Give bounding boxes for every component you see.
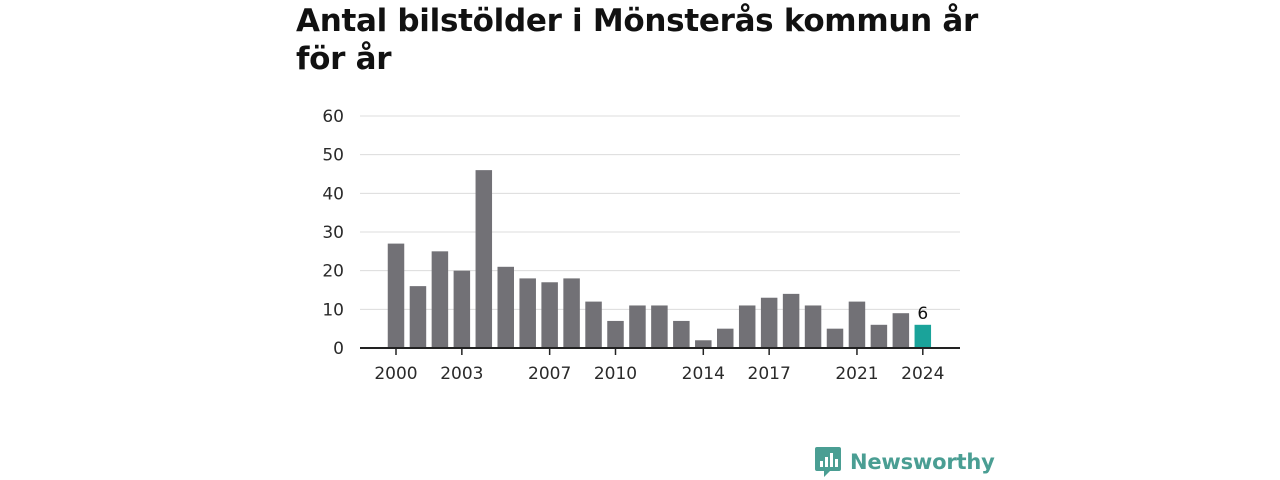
bar xyxy=(409,286,427,348)
newsworthy-brand: Newsworthy xyxy=(814,446,995,478)
bar xyxy=(892,313,910,348)
axes xyxy=(360,347,960,355)
y-tick-label: 60 xyxy=(322,107,344,127)
bar xyxy=(607,320,624,348)
newsworthy-logo-icon xyxy=(815,447,841,477)
y-tick-label: 40 xyxy=(322,184,344,204)
x-tick-label: 2007 xyxy=(528,364,571,384)
x-tick-label: 2024 xyxy=(901,364,944,384)
y-tick-label: 20 xyxy=(322,262,344,282)
bar xyxy=(519,278,536,348)
bar xyxy=(717,328,734,348)
bar-chart: 0 10 20 30 40 50 60 2000 2003 2007 2010 2014 2017 202… xyxy=(322,107,960,384)
bar xyxy=(870,324,888,348)
x-tick-label: 2000 xyxy=(374,364,417,384)
bar xyxy=(673,320,690,348)
bar xyxy=(804,305,822,348)
bar xyxy=(782,293,800,348)
bar xyxy=(651,305,668,348)
x-tick-label: 2010 xyxy=(594,364,637,384)
y-tick-label: 50 xyxy=(322,146,344,166)
bar xyxy=(629,305,646,348)
bar xyxy=(695,340,712,348)
chart-title: Antal bilstölder i Mönsterås kommun år f… xyxy=(296,3,978,77)
bar xyxy=(760,297,778,348)
labels: 0 10 20 30 40 50 60 2000 2003 2007 2010 2014 2017 202… xyxy=(322,107,944,384)
gridlines xyxy=(360,115,960,310)
x-tick-label: 2021 xyxy=(835,364,878,384)
data-label: 6 xyxy=(917,304,928,324)
bar xyxy=(914,324,932,348)
bar xyxy=(738,305,756,348)
y-tick-label: 10 xyxy=(322,300,344,320)
bar xyxy=(848,301,866,348)
bar xyxy=(431,251,449,348)
x-tick-label: 2003 xyxy=(440,364,483,384)
bar xyxy=(497,266,514,348)
bar xyxy=(826,328,844,348)
y-tick-label: 0 xyxy=(333,339,344,359)
bar xyxy=(387,243,405,348)
y-tick-label: 30 xyxy=(322,223,344,243)
bar xyxy=(563,278,580,348)
bar xyxy=(453,270,471,348)
bars xyxy=(387,170,932,348)
x-tick-label: 2014 xyxy=(682,364,725,384)
bar xyxy=(475,170,493,348)
bar xyxy=(585,301,602,348)
bar xyxy=(541,282,558,348)
x-tick-label: 2017 xyxy=(748,364,791,384)
brand-name: Newsworthy xyxy=(850,450,995,474)
